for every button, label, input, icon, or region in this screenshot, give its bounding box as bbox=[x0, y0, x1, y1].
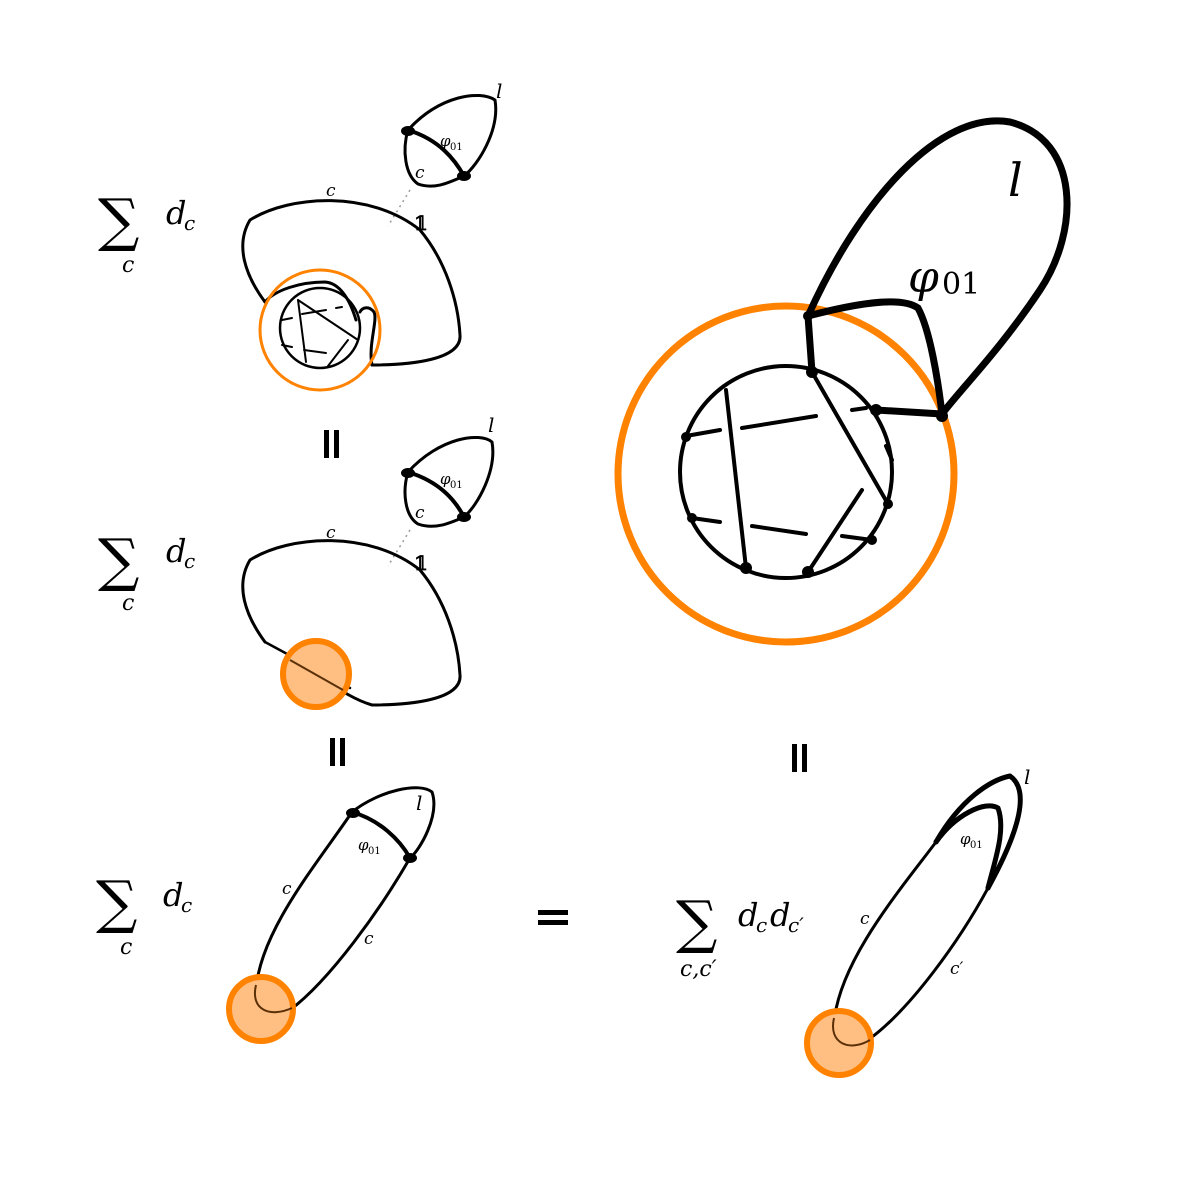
small-loop-row1: l φ 01 c 𝟙 bbox=[387, 79, 502, 235]
label-c-prime: c′ bbox=[950, 959, 964, 979]
weight-sub: c bbox=[181, 893, 192, 917]
phi-strand bbox=[933, 803, 1004, 891]
vertex-dot bbox=[346, 808, 360, 818]
equals-vertical-2 bbox=[330, 738, 345, 766]
label-phi: φ bbox=[960, 830, 971, 848]
sum-sign: ∑ bbox=[96, 868, 137, 936]
label-c: c bbox=[415, 163, 425, 183]
big-loop-row2: c bbox=[241, 523, 462, 710]
sum-index: c bbox=[122, 253, 134, 278]
loop-l-strand bbox=[350, 786, 436, 860]
sum-sign: ∑ bbox=[98, 186, 139, 254]
sum-term-row2: ∑ c d c bbox=[98, 526, 195, 616]
vertex-dot bbox=[401, 126, 415, 136]
strand-c-left bbox=[254, 810, 354, 992]
inner-circle bbox=[678, 364, 894, 580]
label-c-right: c bbox=[364, 929, 374, 949]
label-phi-sub: 01 bbox=[450, 480, 463, 491]
inner-chords bbox=[684, 370, 894, 574]
orange-ring-large bbox=[614, 302, 958, 646]
loop-c-strand bbox=[403, 470, 466, 528]
sum-term-row3: ∑ c d c bbox=[96, 868, 192, 960]
label-phi: φ bbox=[440, 132, 451, 150]
small-loop-row2: l φ 01 c 𝟙 bbox=[387, 413, 495, 575]
sum-index: c,c′ bbox=[680, 957, 717, 982]
inner-chords bbox=[281, 299, 359, 367]
weight-d: d bbox=[163, 876, 183, 914]
vertex-dot bbox=[457, 512, 471, 522]
label-phi: φ bbox=[908, 252, 939, 303]
loop-c-outer bbox=[241, 199, 462, 367]
weight-d: d bbox=[738, 896, 758, 934]
label-l: l bbox=[1008, 153, 1023, 207]
loop-c-outer bbox=[241, 539, 462, 707]
phi-strand bbox=[804, 298, 946, 418]
zoomed-figure: l φ 01 bbox=[614, 117, 1071, 646]
disk-strand bbox=[832, 1017, 871, 1047]
weight-sub: c bbox=[184, 211, 195, 235]
loop-l-strand bbox=[804, 117, 1071, 418]
label-phi-sub: 01 bbox=[942, 267, 980, 302]
sum-term-row1: ∑ c d c bbox=[98, 186, 195, 278]
phi-strand bbox=[406, 470, 466, 519]
strand-c bbox=[832, 840, 938, 1024]
label-phi-sub: 01 bbox=[970, 840, 983, 851]
weight-d: d bbox=[166, 532, 186, 570]
inner-dots bbox=[681, 311, 948, 578]
weight-sub-prime: c′ bbox=[788, 913, 804, 937]
label-c-outer: c bbox=[326, 523, 336, 543]
label-phi-sub: 01 bbox=[450, 142, 463, 153]
sum-index: c bbox=[122, 591, 134, 616]
inner-circle bbox=[278, 286, 362, 370]
sum-index: c bbox=[120, 935, 132, 960]
big-loop-row1: c bbox=[241, 181, 462, 392]
loop-c-strand bbox=[403, 128, 466, 188]
label-l: l bbox=[488, 413, 494, 437]
label-phi: φ bbox=[358, 836, 369, 854]
sum-sign: ∑ bbox=[98, 526, 139, 594]
strand-c-right bbox=[288, 856, 412, 1012]
equals-horizontal bbox=[538, 910, 568, 925]
dotted-guide bbox=[387, 529, 411, 567]
loop-row3-right: l φ 01 c c′ bbox=[804, 765, 1030, 1078]
vertex-dot bbox=[457, 171, 471, 181]
loop-l-strand bbox=[406, 93, 498, 178]
label-l: l bbox=[496, 79, 502, 103]
disk-strand bbox=[289, 659, 344, 691]
label-c-outer: c bbox=[326, 181, 336, 201]
label-c-left: c bbox=[282, 879, 292, 899]
orange-disk bbox=[804, 1008, 874, 1078]
label-l: l bbox=[416, 791, 422, 815]
weight-sub: c bbox=[184, 549, 195, 573]
orange-ring-small bbox=[258, 268, 382, 392]
connector-top bbox=[804, 312, 816, 376]
connector-right bbox=[872, 406, 946, 418]
loop-row3-left: l φ 01 c c bbox=[226, 786, 436, 1044]
strand-c-prime bbox=[866, 886, 990, 1042]
loop-l-strand bbox=[406, 435, 495, 519]
weight-sub: c bbox=[756, 913, 767, 937]
equals-vertical-1 bbox=[324, 430, 339, 458]
label-phi: φ bbox=[440, 470, 451, 488]
loop-inner-top bbox=[263, 280, 358, 322]
weight-d: d bbox=[166, 194, 186, 232]
weight-d-prime: d bbox=[770, 896, 790, 934]
disk-strand bbox=[253, 984, 293, 1014]
sum-term-row3-right: ∑ c,c′ d c d c′ bbox=[676, 888, 804, 982]
vertex-dot bbox=[401, 468, 415, 478]
label-c: c bbox=[860, 909, 870, 929]
loop-inner-right bbox=[358, 306, 377, 367]
vertex-dot bbox=[403, 853, 417, 863]
label-l: l bbox=[1024, 765, 1030, 789]
label-c: c bbox=[415, 503, 425, 523]
sum-sign: ∑ bbox=[676, 888, 717, 956]
label-phi-sub: 01 bbox=[368, 846, 381, 857]
loop-l-strand bbox=[933, 773, 1023, 891]
equals-vertical-right bbox=[792, 744, 807, 772]
dotted-guide bbox=[387, 189, 411, 227]
